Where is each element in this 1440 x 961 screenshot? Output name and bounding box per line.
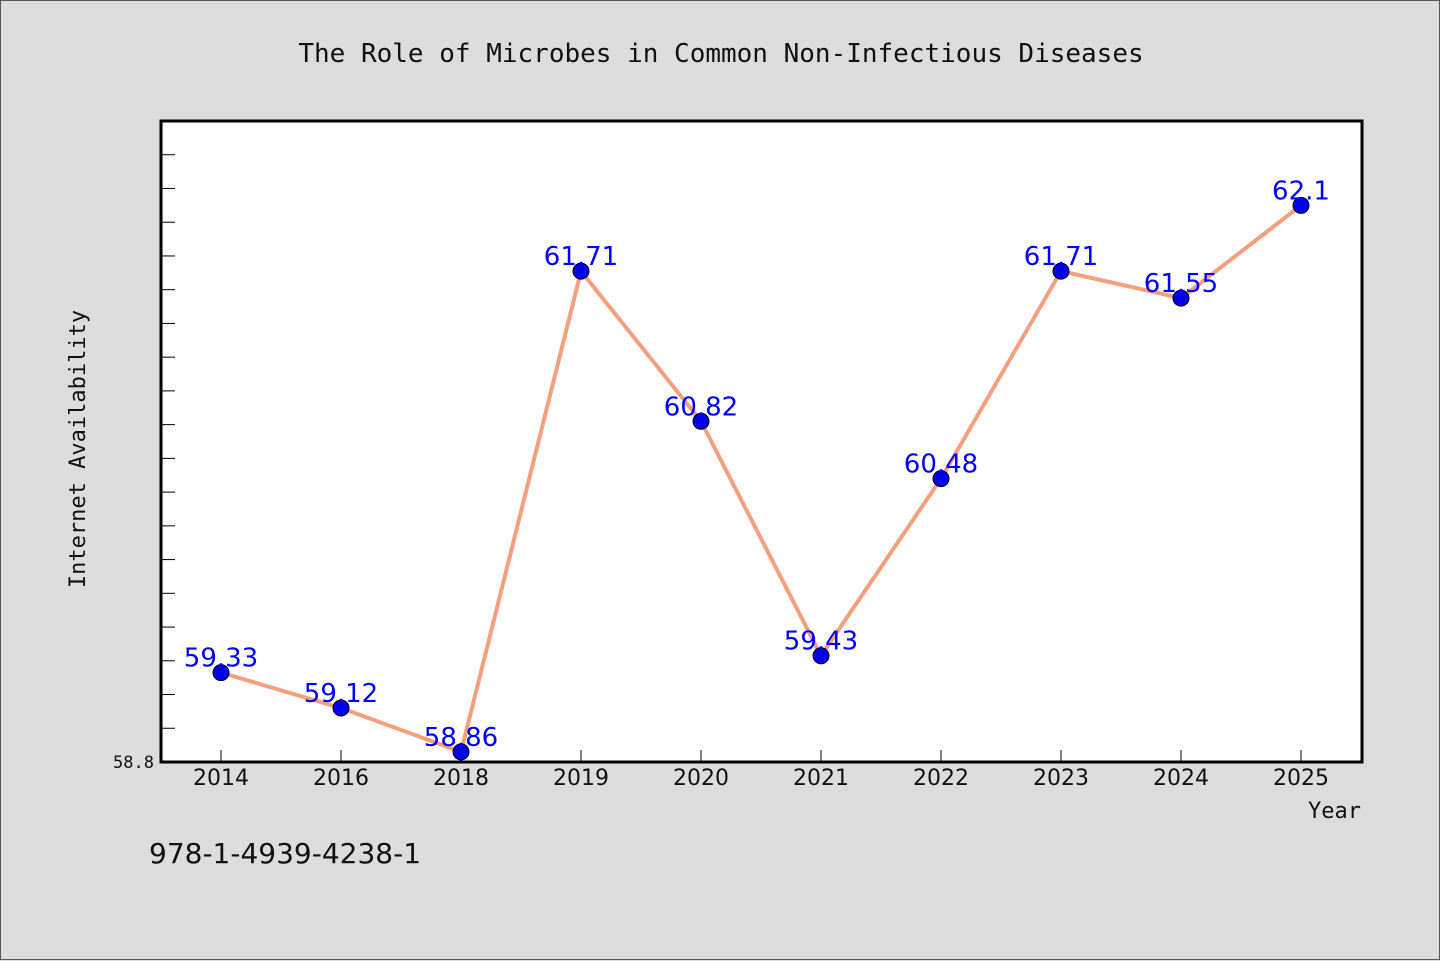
data-label: 59.12 (304, 679, 378, 709)
x-tick-label: 2022 (913, 766, 969, 791)
data-point (452, 743, 470, 761)
x-tick-label: 2023 (1033, 766, 1089, 791)
x-axis-ticks: 2014 2016 2018 2019 2020 2021 2022 2023 2024 2025 (193, 750, 1329, 791)
x-tick-label: 2014 (193, 766, 249, 791)
data-label: 61.71 (544, 242, 618, 272)
x-axis-label: Year (1308, 799, 1361, 824)
x-tick-label: 2019 (553, 766, 609, 791)
data-point (1172, 289, 1190, 307)
data-point (1052, 262, 1070, 280)
data-label: 58.86 (424, 723, 498, 753)
x-tick-label: 2021 (793, 766, 849, 791)
data-label: 61.55 (1144, 269, 1218, 299)
x-tick-label: 2020 (673, 766, 729, 791)
y-axis-label: Internet Availability (66, 310, 91, 588)
x-tick-label: 2016 (313, 766, 369, 791)
y-tick-label: 58.8 (113, 753, 154, 773)
data-point (212, 664, 230, 682)
data-label: 59.43 (784, 627, 858, 657)
markers-group (212, 196, 1310, 761)
series-line-group (220, 203, 1303, 754)
data-label: 59.33 (184, 644, 258, 674)
chart-title: The Role of Microbes in Common Non-Infec… (298, 39, 1143, 69)
data-labels-group: 59.33 59.12 58.86 61.71 60.82 59.43 60.48 61.71… (184, 176, 1330, 753)
plot-area (159, 119, 1364, 764)
x-tick-label: 2025 (1273, 766, 1329, 791)
x-tick-label: 2024 (1153, 766, 1209, 791)
data-point (1292, 196, 1310, 214)
data-label: 61.71 (1024, 242, 1098, 272)
data-point (692, 412, 710, 430)
data-label: 60.48 (904, 450, 978, 480)
y-axis-ticks: 58.8 (113, 120, 175, 773)
x-tick-label: 2018 (433, 766, 489, 791)
data-label: 62.1 (1272, 176, 1330, 206)
data-point (932, 470, 950, 488)
data-point (572, 262, 590, 280)
data-point (332, 699, 350, 717)
data-label: 60.82 (664, 392, 738, 422)
series-line (220, 203, 1303, 754)
data-point (812, 647, 830, 665)
footnote-isbn: 978-1-4939-4238-1 (149, 837, 421, 870)
